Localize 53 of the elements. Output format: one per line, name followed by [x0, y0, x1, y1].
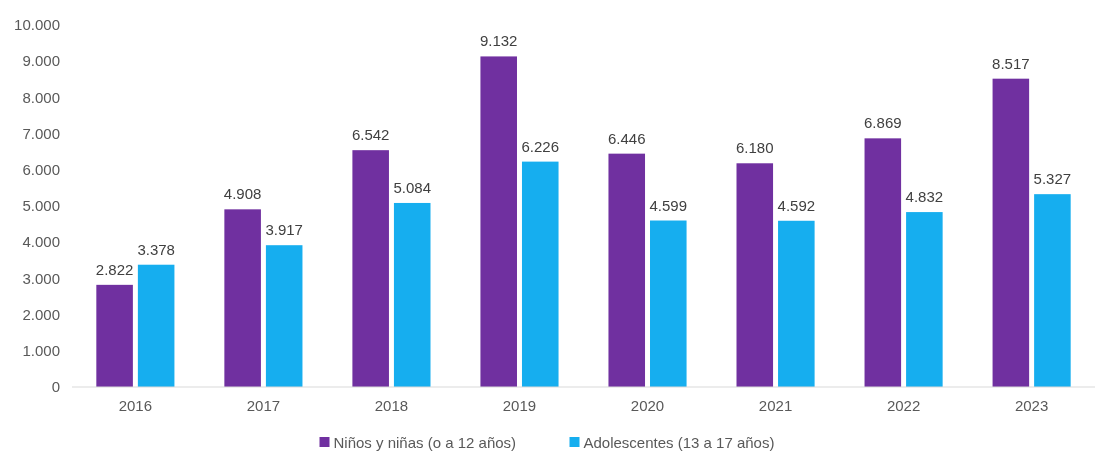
- bar: [352, 150, 389, 387]
- y-tick-label: 8.000: [22, 88, 60, 106]
- bar: [96, 284, 133, 387]
- bar: [864, 138, 902, 387]
- x-tick-label: 2016: [118, 397, 153, 414]
- data-label: 6.542: [351, 126, 390, 144]
- x-tick-label: 2021: [758, 397, 793, 414]
- bar: [137, 264, 175, 387]
- bar: [992, 78, 1030, 387]
- x-tick-label: 2023: [1014, 397, 1049, 414]
- data-label: 4.908: [223, 185, 262, 203]
- data-label: 6.180: [736, 139, 774, 157]
- x-tick-label: 2017: [246, 397, 281, 414]
- data-label: 4.832: [905, 188, 944, 206]
- data-label: 4.599: [649, 196, 688, 214]
- y-tick-label: 7.000: [22, 124, 60, 142]
- y-tick-label: 2.000: [22, 305, 60, 323]
- data-label: 8.517: [992, 54, 1030, 72]
- y-tick-label: 4.000: [22, 233, 60, 251]
- data-label: 9.132: [479, 32, 518, 50]
- legend-label: Niños y niñas (o a 12 años): [333, 434, 517, 451]
- y-tick-label: 3.000: [22, 269, 60, 287]
- x-tick-label: 2022: [886, 397, 921, 414]
- y-tick-label: 1.000: [22, 342, 60, 360]
- bar: [480, 56, 517, 387]
- x-tick-label: 2020: [630, 397, 665, 414]
- bar: [393, 202, 431, 387]
- data-label: 6.446: [607, 129, 646, 147]
- y-tick-label: 10.000: [14, 16, 60, 34]
- x-tick-label: 2019: [502, 397, 537, 414]
- x-tick-label: 2018: [374, 397, 409, 414]
- data-label: 3.917: [265, 221, 303, 239]
- bar: [778, 220, 815, 387]
- data-label: 2.822: [95, 260, 134, 278]
- legend-label: Adolescentes (13 a 17 años): [583, 434, 775, 451]
- bar: [608, 153, 646, 387]
- bar: [906, 212, 943, 387]
- data-label: 4.592: [777, 196, 816, 214]
- bar: [1034, 194, 1071, 387]
- y-tick-label: 0: [51, 378, 60, 396]
- data-label: 5.327: [1033, 170, 1072, 188]
- bar: [650, 220, 687, 387]
- y-tick-label: 5.000: [22, 197, 60, 215]
- data-label: 5.084: [393, 178, 431, 196]
- bar: [521, 161, 559, 387]
- y-tick-label: 6.000: [22, 161, 60, 179]
- bar: [224, 209, 261, 387]
- data-label: 6.226: [521, 137, 560, 155]
- y-tick-label: 9.000: [22, 52, 60, 70]
- data-label: 3.378: [137, 240, 175, 258]
- bar: [265, 245, 303, 387]
- data-label: 6.869: [864, 114, 902, 132]
- bar: [736, 163, 774, 387]
